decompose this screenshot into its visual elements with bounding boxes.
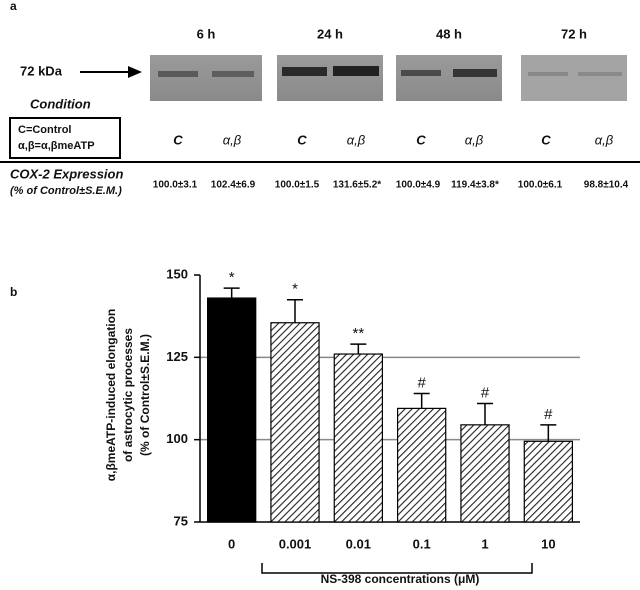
bar: [460, 424, 510, 523]
expression-value: 100.0±3.1: [153, 180, 198, 191]
time-label: 24 h: [317, 26, 343, 41]
condition-label: C: [541, 132, 551, 147]
y-axis-label: of astrocytic processes: [121, 328, 135, 462]
expression-title: COX-2 Expression: [10, 166, 123, 181]
band: [158, 71, 198, 77]
expression-subtitle: (% of Control±S.E.M.): [10, 185, 122, 197]
expression-value: 131.6±5.2*: [333, 180, 381, 191]
band: [282, 67, 327, 76]
arrow-head: [128, 66, 142, 78]
condition-label: α,β: [223, 132, 242, 147]
condition-label: α,β: [347, 132, 366, 147]
band: [528, 72, 568, 76]
error-bar: [287, 298, 303, 323]
x-tick-label: 0: [228, 536, 235, 551]
bar: [207, 297, 257, 523]
expression-value: 119.4±3.8*: [451, 180, 499, 191]
x-tick-label: 0.01: [346, 536, 371, 551]
significance-marker: *: [292, 281, 298, 298]
x-tick-label: 1: [481, 536, 488, 551]
significance-marker: **: [352, 325, 364, 342]
expression-value: 102.4±6.9: [211, 180, 256, 191]
band: [401, 70, 441, 76]
expression-value: 100.0±6.1: [518, 180, 563, 191]
expression-value: 98.8±10.4: [584, 180, 629, 191]
x-tick-label: 0.001: [279, 536, 312, 551]
condition-label: C: [297, 132, 307, 147]
error-bar: [350, 343, 367, 355]
error-bar: [477, 402, 493, 425]
x-axis-label: NS-398 concentrations (μM): [321, 572, 480, 586]
y-axis-label: α,βmeATP-induced elongation: [104, 309, 118, 481]
bracket: [261, 563, 533, 574]
error-bar: [413, 392, 430, 409]
bar: [333, 353, 383, 523]
legend-text: α,β=α,βmeATP: [18, 140, 95, 152]
bar: [523, 440, 573, 523]
expression-value: 100.0±4.9: [396, 180, 441, 191]
x-tick-label: 0.1: [413, 536, 431, 551]
blot: [150, 55, 262, 101]
condition-label: C: [173, 132, 183, 147]
panel-label: a: [10, 0, 17, 13]
panel-label: b: [10, 285, 17, 299]
band: [453, 69, 497, 77]
blot: [277, 55, 383, 101]
y-tick-label: 150: [166, 266, 188, 281]
condition-label: α,β: [465, 132, 484, 147]
band: [333, 66, 379, 76]
condition-label: C: [416, 132, 426, 147]
x-tick-label: 10: [541, 536, 555, 551]
time-label: 72 h: [561, 26, 587, 41]
band: [578, 72, 622, 76]
time-label: 48 h: [436, 26, 462, 41]
significance-marker: #: [417, 375, 426, 392]
significance-marker: #: [481, 384, 490, 401]
bar: [270, 322, 320, 523]
bar: [397, 407, 447, 523]
significance-marker: #: [544, 406, 553, 423]
y-tick-label: 75: [174, 513, 188, 528]
y-tick-label: 100: [166, 431, 188, 446]
error-bar: [540, 424, 557, 442]
expression-value: 100.0±1.5: [275, 180, 320, 191]
time-label: 6 h: [197, 26, 216, 41]
condition-label: α,β: [595, 132, 614, 147]
marker-label: 72 kDa: [20, 63, 63, 78]
legend-text: C=Control: [18, 124, 71, 136]
blot: [521, 55, 627, 101]
y-axis-label: (% of Control±S.E.M.): [138, 334, 152, 456]
legend-box: [9, 117, 121, 159]
y-tick-label: 125: [166, 349, 188, 364]
error-bar: [223, 287, 240, 299]
condition-title: Condition: [30, 96, 91, 111]
band: [212, 71, 254, 77]
blot: [396, 55, 502, 101]
significance-marker: *: [229, 269, 235, 286]
